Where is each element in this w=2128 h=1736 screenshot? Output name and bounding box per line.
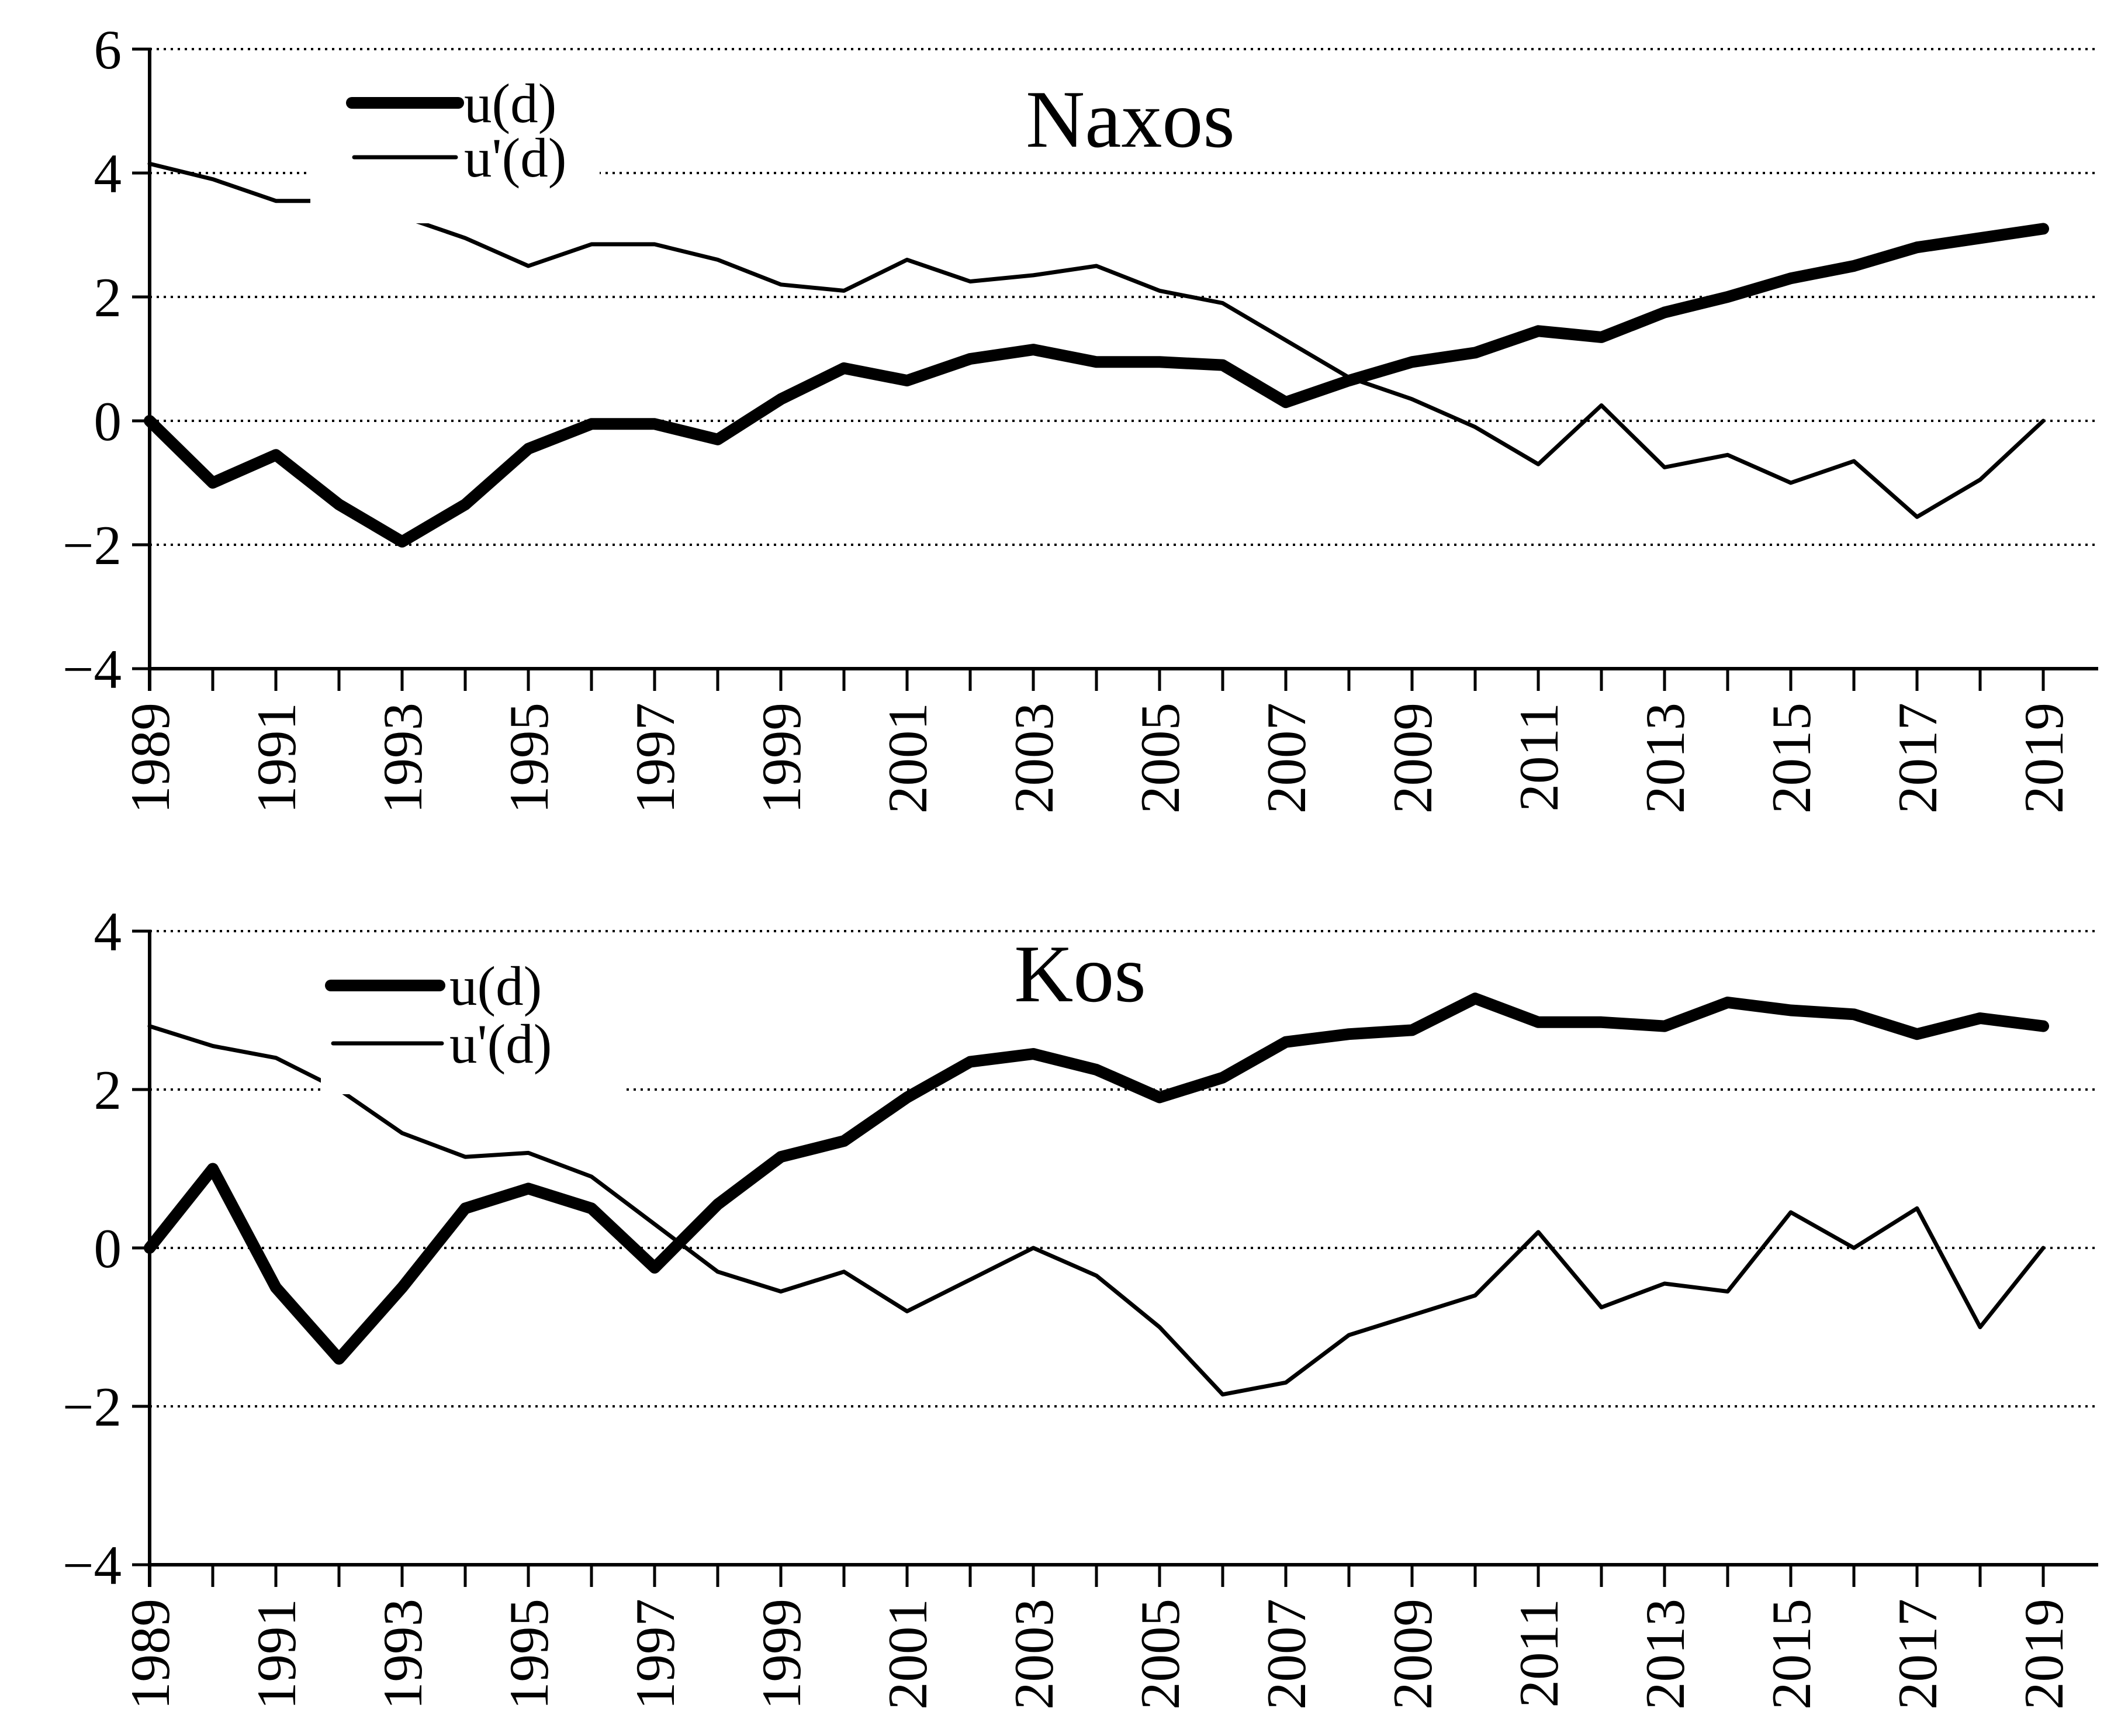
x-tick-label: 1995 <box>498 703 560 814</box>
y-tick-label: −2 <box>63 514 122 576</box>
x-tick-label: 2003 <box>1003 1599 1065 1710</box>
legend-background <box>310 70 600 223</box>
x-tick-label: 2001 <box>877 1599 939 1710</box>
y-tick-label: 0 <box>94 1218 122 1279</box>
x-tick-label: 2009 <box>1382 1599 1444 1710</box>
chart-title: Kos <box>1014 929 1146 1019</box>
legend: u(d)u'(d) <box>310 70 600 223</box>
chart-title: Naxos <box>1026 74 1235 165</box>
legend-label: u(d) <box>449 955 542 1017</box>
y-tick-label: 6 <box>94 19 122 81</box>
u-d-series-line <box>144 993 2049 1365</box>
x-tick-label: 1991 <box>245 703 307 814</box>
u-prime-d-series-line <box>147 161 2046 519</box>
x-tick-label: 2011 <box>1508 703 1570 811</box>
y-tick-label: −4 <box>63 638 122 700</box>
x-tick-label: 2019 <box>2013 1599 2075 1710</box>
x-tick-label: 2011 <box>1508 1599 1570 1707</box>
x-tick-label: 1999 <box>750 703 812 814</box>
x-tick-label: 2007 <box>1255 1599 1317 1710</box>
x-tick-label: 2009 <box>1382 703 1444 814</box>
legend: u(d)u'(d) <box>321 948 625 1094</box>
x-tick-label: 2007 <box>1255 703 1317 814</box>
y-tick-label: −4 <box>63 1534 122 1596</box>
u-prime-d-series-line <box>147 1024 2046 1397</box>
x-tick-label: 1995 <box>498 1599 560 1710</box>
x-tick-label: 1989 <box>119 703 181 814</box>
y-tick-label: 0 <box>94 390 122 452</box>
x-tick-label: 1989 <box>119 1599 181 1710</box>
x-tick-label: 1997 <box>624 703 686 814</box>
legend-label: u'(d) <box>464 127 566 189</box>
x-tick-label: 1991 <box>245 1599 307 1710</box>
x-tick-label: 1999 <box>750 1599 812 1710</box>
legend-label: u(d) <box>464 72 556 134</box>
legend-label: u'(d) <box>449 1013 552 1075</box>
x-tick-label: 2001 <box>877 703 939 814</box>
y-tick-label: −2 <box>63 1376 122 1438</box>
y-tick-label: 4 <box>94 901 122 963</box>
x-tick-label: 2003 <box>1003 703 1065 814</box>
y-tick-label: 2 <box>94 267 122 328</box>
x-tick-label: 2017 <box>1887 703 1949 814</box>
x-tick-label: 2005 <box>1129 1599 1191 1710</box>
legend-background <box>321 948 625 1094</box>
y-tick-label: 2 <box>94 1059 122 1121</box>
y-tick-label: 4 <box>94 143 122 205</box>
x-tick-label: 2005 <box>1129 703 1191 814</box>
u-d-series-line <box>144 223 2049 548</box>
x-tick-label: 2013 <box>1634 703 1696 814</box>
x-tick-label: 2013 <box>1634 1599 1696 1710</box>
x-tick-label: 2017 <box>1887 1599 1949 1710</box>
x-tick-label: 1997 <box>624 1599 686 1710</box>
x-tick-label: 1993 <box>372 1599 434 1710</box>
x-tick-label: 2015 <box>1760 1599 1822 1710</box>
x-tick-label: 2015 <box>1760 703 1822 814</box>
x-tick-label: 2019 <box>2013 703 2075 814</box>
x-tick-label: 1993 <box>372 703 434 814</box>
